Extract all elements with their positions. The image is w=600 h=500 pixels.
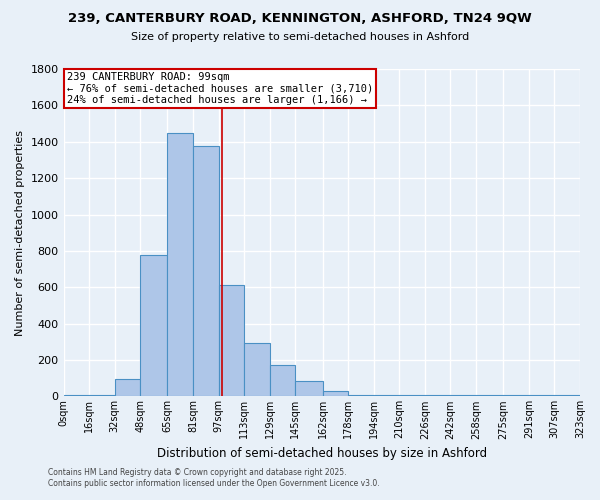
Bar <box>270 364 295 396</box>
Bar <box>218 286 244 397</box>
Bar <box>244 342 270 396</box>
Bar <box>323 391 348 396</box>
Bar <box>167 132 193 396</box>
Y-axis label: Number of semi-detached properties: Number of semi-detached properties <box>15 130 25 336</box>
Bar <box>193 146 218 396</box>
Text: 239 CANTERBURY ROAD: 99sqm
← 76% of semi-detached houses are smaller (3,710)
24%: 239 CANTERBURY ROAD: 99sqm ← 76% of semi… <box>67 72 373 105</box>
Text: Size of property relative to semi-detached houses in Ashford: Size of property relative to semi-detach… <box>131 32 469 42</box>
Text: 239, CANTERBURY ROAD, KENNINGTON, ASHFORD, TN24 9QW: 239, CANTERBURY ROAD, KENNINGTON, ASHFOR… <box>68 12 532 26</box>
Text: Contains HM Land Registry data © Crown copyright and database right 2025.
Contai: Contains HM Land Registry data © Crown c… <box>48 468 380 487</box>
Bar <box>115 379 140 396</box>
X-axis label: Distribution of semi-detached houses by size in Ashford: Distribution of semi-detached houses by … <box>157 447 487 460</box>
Bar <box>295 381 323 396</box>
Bar <box>140 256 167 396</box>
